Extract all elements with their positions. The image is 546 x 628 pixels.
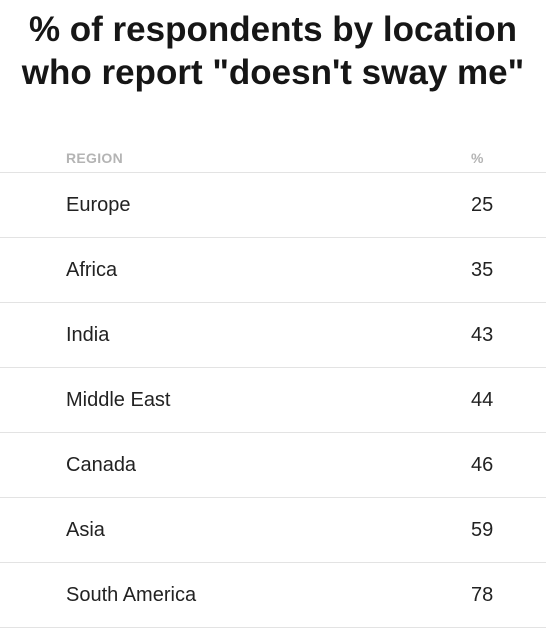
table-row: India 43 xyxy=(0,303,546,368)
column-header-region: REGION xyxy=(66,150,124,166)
column-header-percent: % xyxy=(471,150,484,166)
percent-value: 46 xyxy=(471,454,494,476)
table-row: Middle East 44 xyxy=(0,368,546,433)
chart-title-line-2: who report "doesn't sway me" xyxy=(21,53,525,92)
table-row: Canada 46 xyxy=(0,433,546,498)
data-table: REGION % Europe 25 Africa 35 India 43 Middle E… xyxy=(0,142,546,628)
table-row: Europe 25 xyxy=(0,173,546,238)
region-label: Europe xyxy=(66,194,131,216)
region-label: Africa xyxy=(66,259,118,281)
chart-title: % of respondents by location who report … xyxy=(0,8,546,94)
percent-value: 35 xyxy=(471,259,494,281)
table-row: Asia 59 xyxy=(0,498,546,563)
percent-value: 25 xyxy=(471,194,494,216)
table-row: Africa 35 xyxy=(0,238,546,303)
percent-value: 43 xyxy=(471,324,494,346)
percent-value: 44 xyxy=(471,389,494,411)
chart-title-line-1: % of respondents by location xyxy=(28,10,518,49)
region-label: Canada xyxy=(66,454,137,476)
percent-value: 78 xyxy=(471,584,494,606)
table-body: Europe 25 Africa 35 India 43 Middle East 44 Cana… xyxy=(0,173,546,628)
region-label: Asia xyxy=(66,519,105,541)
region-label: Middle East xyxy=(66,389,171,411)
region-label: India xyxy=(66,324,110,346)
percent-value: 59 xyxy=(471,519,494,541)
table-row: South America 78 xyxy=(0,563,546,628)
region-label: South America xyxy=(66,584,197,606)
table-header-row: REGION % xyxy=(0,142,546,173)
